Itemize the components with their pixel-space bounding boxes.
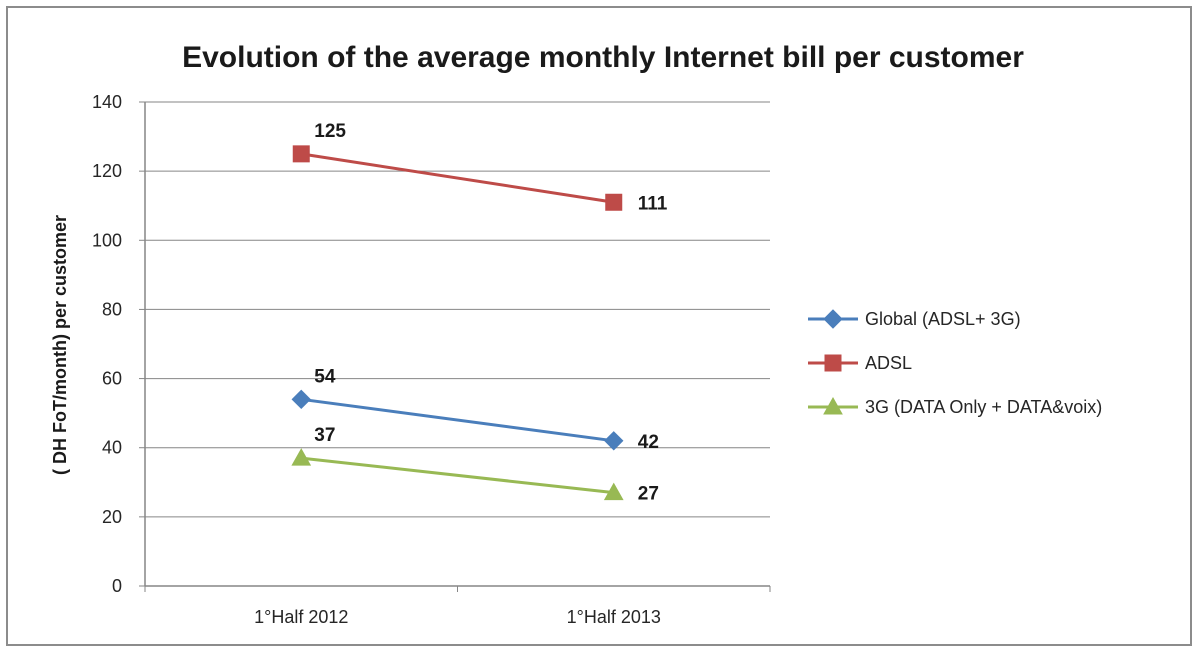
y-tick-label: 140 <box>92 92 122 112</box>
legend-marker <box>823 396 843 415</box>
legend-marker <box>824 354 842 372</box>
data-label: 37 <box>314 425 335 446</box>
data-label: 42 <box>638 432 659 453</box>
grid-layer <box>145 101 770 518</box>
x-tick-label: 1°Half 2012 <box>254 607 348 627</box>
data-point <box>292 145 310 163</box>
data-label: 125 <box>314 121 346 142</box>
y-tick-label: 120 <box>92 161 122 181</box>
data-point <box>605 193 623 211</box>
legend-item: ADSL <box>808 353 912 373</box>
series: 54 42 <box>291 366 659 453</box>
chart-title: Evolution of the average monthly Interne… <box>182 41 1024 74</box>
y-tick-label: 0 <box>112 576 122 596</box>
legend-marker <box>823 309 843 329</box>
chart-frame <box>6 6 1192 646</box>
legend-item: Global (ADSL+ 3G) <box>808 309 1021 329</box>
data-point <box>291 389 311 410</box>
series: 125 111 <box>292 121 668 214</box>
series-layer: 54 42 125 111 37 27 <box>291 121 668 505</box>
y-tick-label: 100 <box>92 230 122 250</box>
y-tick-label: 80 <box>102 299 122 319</box>
data-label: 27 <box>638 484 659 505</box>
x-tick-label: 1°Half 2013 <box>567 607 661 627</box>
axis-layer: 0 20 40 60 80 100 120 140 1°Half 2012 1°Half 2013 <box>92 92 771 627</box>
y-tick-label: 20 <box>102 507 122 527</box>
data-label: 111 <box>638 193 668 214</box>
legend-item: 3G (DATA Only + DATA&voix) <box>808 396 1102 417</box>
legend-label: ADSL <box>865 353 912 373</box>
y-axis-label: ( DH FoT/month) per customer <box>50 215 70 475</box>
data-point <box>291 448 312 466</box>
y-tick-label: 60 <box>102 369 122 389</box>
legend-label: Global (ADSL+ 3G) <box>865 309 1021 329</box>
legend-label: 3G (DATA Only + DATA&voix) <box>865 397 1102 417</box>
series-line <box>301 152 614 204</box>
series: 37 27 <box>291 425 659 505</box>
data-point <box>603 482 624 501</box>
series-line <box>301 397 614 443</box>
data-label: 54 <box>314 366 336 387</box>
data-point <box>604 431 624 451</box>
series-line <box>301 456 614 495</box>
y-tick-label: 40 <box>102 438 122 458</box>
legend: Global (ADSL+ 3G) ADSL 3G (DATA Only + DAT… <box>808 309 1102 417</box>
